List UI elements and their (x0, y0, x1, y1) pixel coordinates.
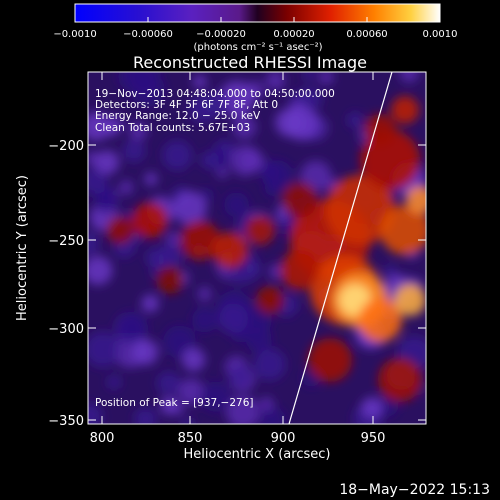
colorbar-units: (photons cm⁻² s⁻¹ asec⁻²) (193, 42, 322, 53)
info-detectors: Detectors: 3F 4F 5F 6F 7F 8F, Att 0 (95, 99, 278, 111)
colorbar-gradient (74, 3, 441, 23)
info-total-counts: Clean Total counts: 5.67E+03 (95, 122, 250, 134)
y-tick-label: −350 (48, 414, 84, 429)
colorbar-tick-label: −0.00060 (123, 29, 173, 40)
y-tick-label: −300 (48, 322, 84, 337)
colorbar-tick-label: −0.0010 (53, 29, 96, 40)
colorbar-tick-marks (74, 17, 441, 22)
colorbar-tick-label: 0.00020 (273, 29, 314, 40)
colorbar: −0.0010 −0.00060 −0.00020 0.00020 0.0006… (53, 3, 458, 53)
image-area (88, 72, 426, 424)
x-tick-label: 950 (361, 431, 386, 446)
info-time-range: 19−Nov−2013 04:48:04.000 to 04:50:00.000 (95, 88, 335, 100)
y-axis-title: Heliocentric Y (arcsec) (15, 175, 30, 321)
y-tick-label: −200 (48, 139, 84, 154)
footer-timestamp: 18−May−2022 15:13 (339, 482, 490, 498)
colorbar-tick-label: 0.0010 (423, 29, 458, 40)
x-axis-title: Heliocentric X (arcsec) (184, 447, 331, 462)
colorbar-tick-label: −0.00020 (196, 29, 246, 40)
plot-frame (87, 71, 427, 425)
y-tick-label: −250 (48, 234, 84, 249)
info-energy-range: Energy Range: 12.0 − 25.0 keV (95, 110, 261, 122)
plot-title: Reconstructed RHESSI Image (133, 53, 367, 72)
info-peak-position: Position of Peak = [937,−276] (95, 397, 254, 409)
x-tick-label: 800 (90, 431, 115, 446)
x-tick-label: 850 (178, 431, 203, 446)
y-axis-ticks (88, 144, 426, 421)
solar-limb-line (288, 72, 393, 424)
x-axis-ticks (101, 72, 374, 424)
colorbar-tick-label: 0.00060 (346, 29, 387, 40)
x-tick-label: 900 (271, 431, 296, 446)
